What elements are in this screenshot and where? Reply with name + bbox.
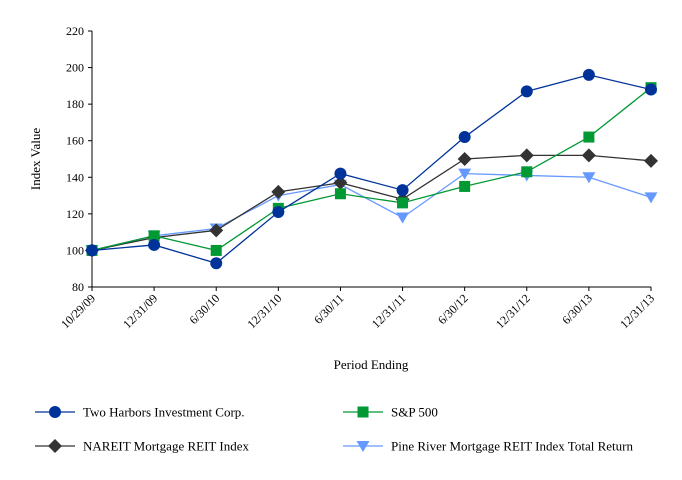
x-tick-label: 12/31/09 xyxy=(120,291,160,331)
data-point xyxy=(333,175,348,190)
y-axis-ticks: 80 100 120 140 160 180 200 220 xyxy=(66,24,92,294)
x-axis-title: Period Ending xyxy=(334,357,409,372)
y-tick-label: 200 xyxy=(66,61,84,75)
data-point xyxy=(583,131,595,143)
y-tick-label: 120 xyxy=(66,207,84,221)
data-point xyxy=(458,168,472,180)
data-point xyxy=(148,238,161,251)
y-tick-label: 100 xyxy=(66,243,84,257)
data-point xyxy=(210,244,222,256)
data-point xyxy=(209,223,224,238)
data-point xyxy=(521,166,533,178)
legend-marker xyxy=(357,406,369,418)
data-point xyxy=(334,188,346,200)
data-point xyxy=(520,85,533,98)
x-tick-label: 6/30/11 xyxy=(311,291,347,327)
data-point xyxy=(457,152,472,166)
x-tick-label: 12/31/13 xyxy=(617,291,657,331)
data-point xyxy=(644,153,658,168)
legend-item-1: S&P 500 xyxy=(343,405,438,420)
data-point xyxy=(397,197,409,209)
data-point xyxy=(272,206,285,219)
data-point xyxy=(86,244,98,257)
data-point xyxy=(210,257,223,270)
data-point xyxy=(271,184,286,199)
y-axis-title: Index Value xyxy=(28,128,43,190)
data-point xyxy=(582,68,595,81)
series-line xyxy=(91,74,652,264)
data-point xyxy=(519,148,534,163)
legend: Two Harbors Investment Corp. S&P 500 NAREI… xyxy=(35,405,633,454)
y-tick-label: 160 xyxy=(66,134,84,148)
y-tick-label: 80 xyxy=(72,280,84,294)
legend-item-2: NAREIT Mortgage REIT Index xyxy=(35,439,249,454)
x-tick-label: 12/31/10 xyxy=(244,291,284,331)
x-tick-label: 12/31/12 xyxy=(493,291,533,331)
series-2 xyxy=(85,148,658,258)
series-line xyxy=(91,172,652,252)
data-point xyxy=(582,172,596,184)
x-tick-label: 12/31/11 xyxy=(369,291,409,331)
data-point xyxy=(645,83,657,96)
series-1 xyxy=(86,82,657,256)
legend-label: NAREIT Mortgage REIT Index xyxy=(83,439,249,454)
data-point xyxy=(459,180,471,192)
legend-label: Pine River Mortgage REIT Index Total Ret… xyxy=(391,439,633,454)
legend-label: S&P 500 xyxy=(391,405,438,420)
data-point xyxy=(334,167,347,180)
legend-marker xyxy=(356,441,370,452)
series-line xyxy=(91,87,652,252)
legend-marker xyxy=(49,406,61,418)
data-point xyxy=(396,212,410,224)
x-axis-ticks: 10/29/09 12/31/09 6/30/10 12/31/10 6/30/11 12… xyxy=(58,287,657,331)
x-tick-label: 6/30/12 xyxy=(435,291,471,327)
legend-marker xyxy=(48,439,62,453)
legend-label: Two Harbors Investment Corp. xyxy=(83,405,245,420)
axes xyxy=(91,31,651,288)
legend-item-0: Two Harbors Investment Corp. xyxy=(35,405,245,420)
series-line xyxy=(91,154,652,252)
x-tick-label: 6/30/10 xyxy=(187,291,223,327)
data-point xyxy=(458,131,471,144)
data-point xyxy=(581,148,596,163)
y-tick-label: 180 xyxy=(66,97,84,111)
x-tick-label: 10/29/09 xyxy=(58,291,98,331)
data-point xyxy=(644,192,658,204)
y-tick-label: 140 xyxy=(66,170,84,184)
x-tick-label: 6/30/13 xyxy=(559,291,595,327)
series-layer xyxy=(85,68,658,270)
data-point xyxy=(148,230,160,242)
data-point xyxy=(396,184,409,197)
y-tick-label: 220 xyxy=(66,24,84,38)
legend-item-3: Pine River Mortgage REIT Index Total Ret… xyxy=(343,439,633,454)
series-0 xyxy=(86,68,657,270)
